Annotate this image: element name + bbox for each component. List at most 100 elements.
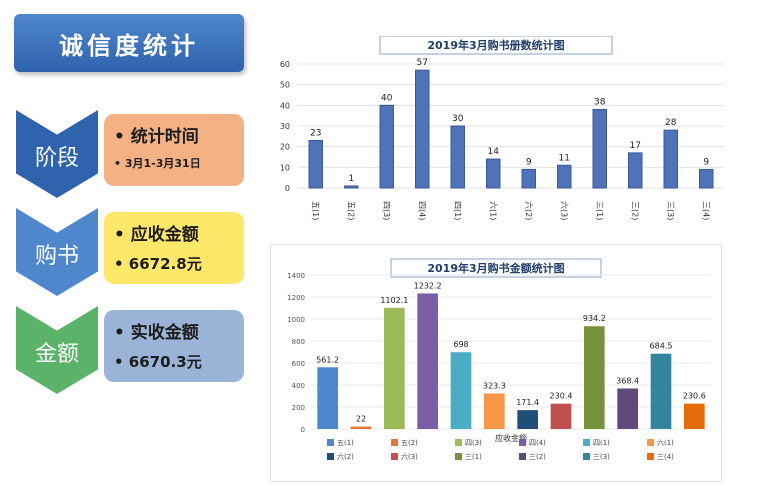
step-chevron-3: 金额 <box>16 306 98 394</box>
data-label: 28 <box>665 118 677 128</box>
bar <box>415 69 430 189</box>
bar <box>663 129 678 189</box>
x-tick-label: 六(2) <box>524 201 534 220</box>
step-box-line2: • 6670.3元 <box>114 353 202 371</box>
bar <box>650 353 672 429</box>
step-box-line2: • 6672.8元 <box>114 255 202 273</box>
data-label: 698 <box>453 340 468 349</box>
legend-swatch <box>455 439 462 446</box>
bar <box>517 410 538 429</box>
bar <box>317 367 338 429</box>
bar <box>484 393 505 429</box>
bar <box>684 403 705 429</box>
x-tick-label: 四(4) <box>417 201 426 220</box>
data-label: 230.6 <box>683 392 706 401</box>
y-tick-label: 400 <box>292 382 305 390</box>
x-tick-label: 五(1) <box>311 201 320 220</box>
x-tick-label: 三(4) <box>701 201 710 220</box>
legend-swatch <box>647 439 654 446</box>
x-tick-label: 五(2) <box>346 201 355 220</box>
legend-label: 四(1) <box>593 439 610 447</box>
legend-swatch <box>327 439 334 446</box>
data-label: 11 <box>559 153 570 163</box>
legend-swatch <box>647 453 654 460</box>
step-box-1: • 统计时间 • 3月1-3月31日 <box>104 114 244 186</box>
step-box-2: • 应收金额 • 6672.8元 <box>104 212 244 284</box>
legend-label: 六(2) <box>337 452 354 461</box>
legend-swatch <box>583 453 590 460</box>
bar <box>344 185 359 189</box>
data-label: 684.5 <box>650 342 673 351</box>
x-tick-label: 六(1) <box>488 201 498 220</box>
bar <box>557 164 572 189</box>
x-tick-label: 四(3) <box>382 201 391 220</box>
y-tick-label: 30 <box>280 122 290 131</box>
x-tick-label: 六(3) <box>559 201 569 220</box>
data-label: 9 <box>703 157 709 167</box>
legend-label: 三(4) <box>657 453 674 461</box>
chart-title-box <box>390 258 602 278</box>
legend-label: 三(2) <box>529 453 546 461</box>
x-tick-label: 三(3) <box>666 201 675 220</box>
bar <box>521 168 536 189</box>
bar <box>379 104 394 189</box>
step-box-line1: • 应收金额 <box>114 225 199 245</box>
legend-label: 三(3) <box>593 453 610 461</box>
y-tick-label: 600 <box>292 360 305 368</box>
book-amount-chart: 2019年3月购书金额统计图 0 200 400 600 800 1000 1200 1400 5… <box>287 258 711 461</box>
bar <box>617 388 638 429</box>
step-box-3: • 实收金额 • 6670.3元 <box>104 310 244 382</box>
y-tick-label: 1000 <box>287 316 305 324</box>
data-label: 561.2 <box>316 355 339 364</box>
bar <box>628 152 643 189</box>
legend-label: 五(1) <box>337 439 354 447</box>
step-box-line1: • 实收金额 <box>114 323 199 343</box>
legend-swatch <box>327 453 334 460</box>
data-label: 1 <box>348 174 354 184</box>
data-label: 23 <box>310 128 321 138</box>
x-tick-label: 三(2) <box>630 201 639 220</box>
bar <box>550 403 572 429</box>
y-tick-label: 1400 <box>287 272 305 280</box>
bar <box>417 293 438 429</box>
legend-swatch <box>391 439 398 446</box>
legend-label: 六(1) <box>657 438 674 447</box>
chart-title: 2019年3月购书金额统计图 <box>427 261 564 275</box>
bar <box>450 125 465 189</box>
data-label: 1102.1 <box>380 296 408 305</box>
data-label: 17 <box>630 141 641 151</box>
step-chevron-label: 购书 <box>34 244 79 269</box>
bar <box>308 139 323 189</box>
bar <box>384 307 405 429</box>
y-tick-label: 60 <box>280 60 290 69</box>
chart-title-box <box>379 35 613 55</box>
step-chevron-1: 阶段 <box>16 110 98 198</box>
legend-label: 四(4) <box>529 439 546 447</box>
book-count-chart: 2019年3月购书册数统计图 0 10 20 30 40 50 60 23 五(1) 1 五(2) 40… <box>280 35 724 220</box>
legend-label: 四(3) <box>465 439 482 447</box>
legend-swatch <box>391 453 398 460</box>
book-count-chart-panel: 2019年3月购书册数统计图 0 10 20 30 40 50 60 23 五(1) 1 五(2) 40… <box>262 35 732 226</box>
step-chevron-2: 购书 <box>16 208 98 296</box>
x-axis-label: 应收金额 <box>495 433 527 443</box>
data-label: 323.3 <box>483 381 506 390</box>
data-label: 30 <box>452 114 464 124</box>
data-label: 22 <box>356 415 366 424</box>
step-chevron-label: 金额 <box>34 342 79 367</box>
legend-swatch <box>455 453 462 460</box>
data-label: 934.2 <box>583 314 606 323</box>
legend-label: 六(3) <box>401 452 418 461</box>
x-tick-label: 四(1) <box>453 201 462 220</box>
y-tick-label: 20 <box>280 143 290 152</box>
y-tick-label: 50 <box>280 81 290 90</box>
data-label: 38 <box>594 97 606 107</box>
y-tick-label: 0 <box>301 426 305 434</box>
y-tick-label: 40 <box>280 101 290 110</box>
step-chevron-label: 阶段 <box>34 146 79 171</box>
book-amount-chart-panel: 2019年3月购书金额统计图 0 200 400 600 800 1000 1200 1400 5… <box>270 244 722 482</box>
legend-swatch <box>519 439 526 446</box>
y-tick-label: 10 <box>280 163 290 172</box>
legend-label: 三(1) <box>465 453 482 461</box>
page-title: 诚信度统计 <box>59 30 199 60</box>
legend-swatch <box>519 453 526 460</box>
